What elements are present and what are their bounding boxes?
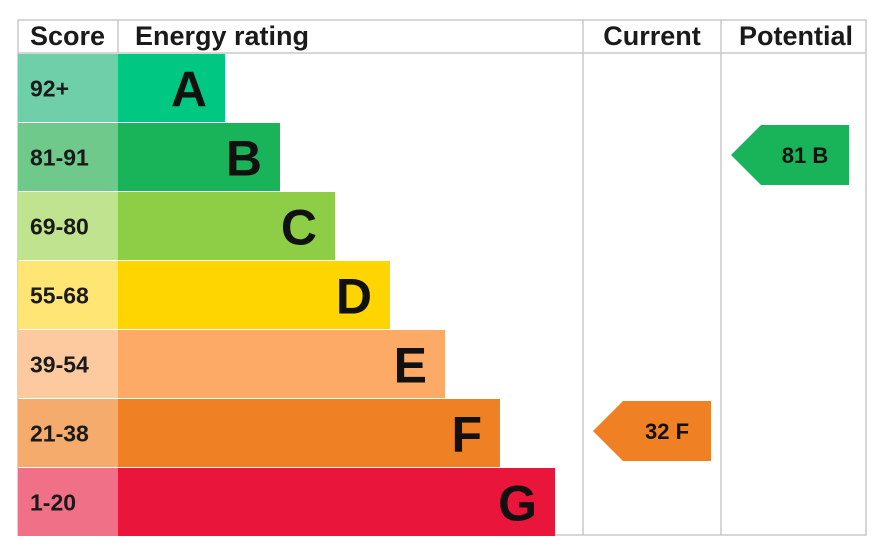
current-column-header: Current	[603, 21, 701, 51]
rating-bar-c	[118, 192, 335, 260]
rating-bar-f	[118, 399, 500, 467]
score-range-a: 92+	[30, 76, 69, 102]
current-rating-arrow: 32 F	[593, 401, 711, 461]
score-range-e: 39-54	[30, 352, 89, 378]
score-cell-b	[18, 123, 118, 191]
potential-rating-arrow-label: 81 B	[782, 143, 828, 168]
chart-headers: Score Energy rating Current Potential	[30, 21, 853, 51]
band-letter-e: E	[394, 338, 427, 394]
band-letter-d: D	[336, 269, 372, 325]
band-f: 21-38 F	[18, 399, 500, 467]
score-range-f: 21-38	[30, 421, 89, 447]
band-letter-b: B	[226, 131, 262, 187]
band-c: 69-80 C	[18, 192, 335, 260]
rating-bar-g	[118, 468, 555, 536]
potential-column-header: Potential	[739, 21, 853, 51]
score-range-d: 55-68	[30, 283, 89, 309]
score-cell-c	[18, 192, 118, 260]
rating-bands: 92+ A 81-91 B 69-80 C 55-68 D 39-54 E 21-38 F 1-20 G	[18, 54, 555, 536]
rating-bar-a	[118, 54, 225, 122]
rating-bar-b	[118, 123, 280, 191]
rating-bar-e	[118, 330, 445, 398]
score-range-g: 1-20	[30, 490, 76, 516]
band-e: 39-54 E	[18, 330, 445, 398]
band-b: 81-91 B	[18, 123, 280, 191]
band-a: 92+ A	[18, 54, 225, 122]
rating-column-header: Energy rating	[135, 21, 309, 51]
current-rating-arrow-label: 32 F	[645, 419, 689, 444]
band-letter-a: A	[171, 62, 207, 118]
band-g: 1-20 G	[18, 468, 555, 536]
score-cell-e	[18, 330, 118, 398]
score-range-b: 81-91	[30, 145, 89, 171]
potential-rating-arrow: 81 B	[731, 125, 849, 185]
potential-rating-arrow-shape	[731, 125, 849, 185]
band-d: 55-68 D	[18, 261, 390, 329]
score-cell-f	[18, 399, 118, 467]
band-letter-c: C	[281, 200, 317, 256]
score-cell-a	[18, 54, 118, 122]
band-letter-g: G	[498, 476, 537, 532]
rating-bar-d	[118, 261, 390, 329]
band-letter-f: F	[451, 407, 482, 463]
score-column-header: Score	[30, 21, 105, 51]
score-cell-d	[18, 261, 118, 329]
score-range-c: 69-80	[30, 214, 89, 240]
rating-arrows: 32 F 81 B	[593, 125, 849, 461]
current-rating-arrow-shape	[593, 401, 711, 461]
score-cell-g	[18, 468, 118, 536]
